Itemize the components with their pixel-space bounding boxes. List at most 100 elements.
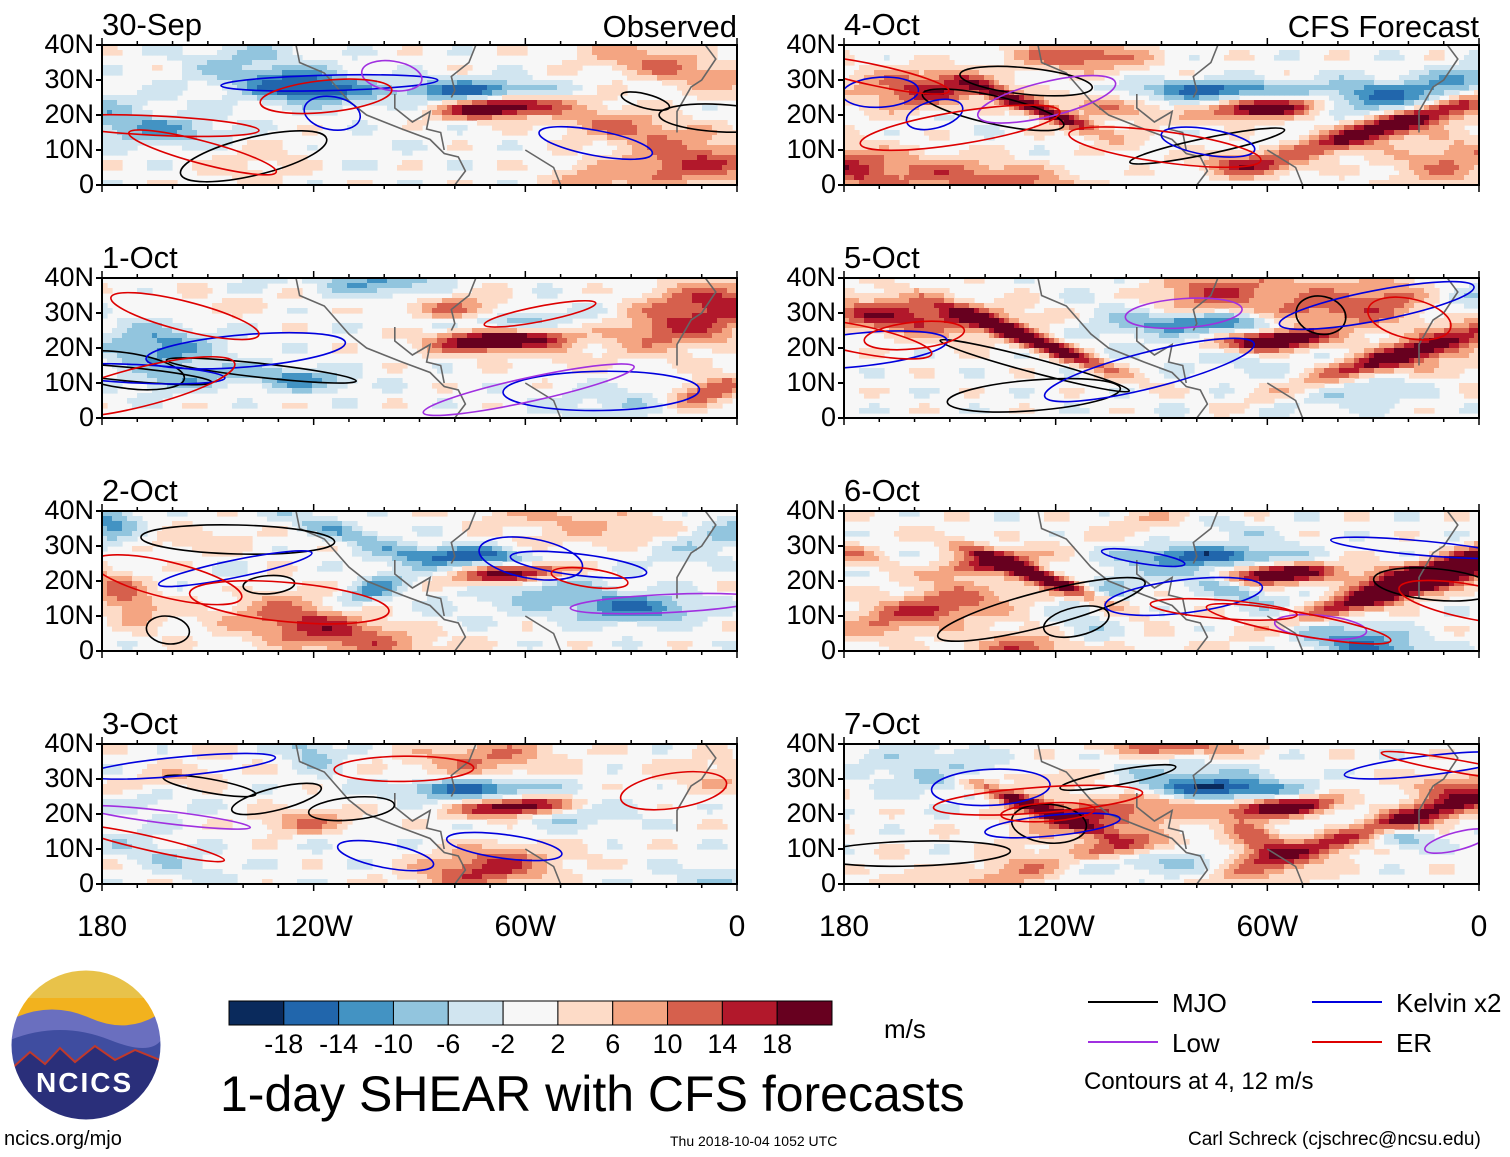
contour-mjo — [936, 576, 1146, 643]
y-tick-label: 30N — [786, 297, 836, 327]
contour-mjo — [140, 524, 336, 555]
column-header: Observed — [602, 9, 737, 44]
panel-2-oct — [96, 504, 738, 658]
contour-kelvin-x2 — [157, 550, 313, 588]
website-link: ncics.org/mjo — [4, 1128, 122, 1150]
colorbar-tick: -10 — [373, 1029, 413, 1059]
y-tick-label: 10N — [44, 367, 94, 397]
y-tick-label: 20N — [786, 798, 836, 828]
contour-mjo — [844, 840, 1012, 868]
x-tick-label: 120W — [274, 910, 353, 943]
x-tick-label: 180 — [76, 910, 128, 943]
contour-kelvin-x2 — [1100, 547, 1186, 568]
colorbar-tick: -6 — [436, 1029, 461, 1059]
panel-6-oct — [838, 504, 1480, 658]
contour-kelvin-x2 — [538, 125, 654, 161]
y-tick-label: 10N — [786, 134, 836, 164]
colorbar-swatch — [283, 1000, 340, 1026]
y-tick-label: 40N — [44, 495, 94, 525]
panel-date-label: 4-Oct — [844, 7, 920, 42]
contour-er — [333, 755, 475, 783]
colorbar-swatch — [612, 1000, 669, 1026]
contour-er — [863, 320, 966, 351]
colorbar-tick: 14 — [707, 1029, 738, 1059]
panel-4-oct — [838, 38, 1480, 192]
y-tick-label: 0 — [820, 868, 836, 898]
y-tick-label: 40N — [786, 29, 836, 59]
contour-mjo — [145, 615, 191, 645]
contour-kelvin-x2 — [502, 370, 701, 412]
contour-kelvin-x2 — [1043, 337, 1256, 403]
contour-mjo — [658, 103, 737, 133]
colorbar — [228, 1000, 833, 1026]
y-tick-label: 20N — [786, 99, 836, 129]
colorbar-tick: 18 — [762, 1029, 793, 1059]
ncics-logo — [10, 969, 162, 1121]
y-tick-label: 10N — [44, 134, 94, 164]
colorbar-swatch — [667, 1000, 723, 1026]
contour-er — [844, 317, 933, 360]
y-tick-label: 30N — [44, 64, 94, 94]
contour-mjo — [230, 782, 323, 816]
contour-er — [102, 553, 243, 606]
contour-kelvin-x2 — [303, 95, 362, 131]
shear-field — [102, 744, 737, 884]
y-tick-label: 40N — [786, 728, 836, 758]
contour-er — [188, 579, 390, 625]
colorbar-tick: -14 — [319, 1029, 359, 1059]
y-tick-label: 30N — [44, 297, 94, 327]
y-tick-label: 40N — [44, 29, 94, 59]
y-tick-label: 20N — [786, 332, 836, 362]
coastline — [1037, 511, 1459, 651]
contour-kelvin-x2 — [984, 812, 1121, 839]
contour-mjo — [1042, 605, 1110, 639]
contour-mjo — [939, 338, 1131, 393]
y-tick-label: 30N — [44, 763, 94, 793]
shear-field — [844, 511, 1479, 651]
x-tick-label: 0 — [728, 910, 746, 943]
contour-er — [619, 770, 728, 811]
shear-field — [844, 278, 1479, 418]
y-tick-label: 10N — [786, 600, 836, 630]
coastline — [295, 45, 717, 185]
colorbar-swatch — [776, 1000, 833, 1026]
contour-kelvin-x2 — [102, 752, 277, 780]
contour-er — [110, 291, 260, 341]
contour-kelvin-x2 — [1278, 280, 1475, 331]
y-tick-label: 20N — [44, 565, 94, 595]
y-tick-label: 20N — [786, 565, 836, 595]
contour-low — [976, 74, 1117, 124]
contour-kelvin-x2 — [509, 550, 648, 579]
panel-1-oct — [96, 271, 738, 425]
panel-date-label: 3-Oct — [102, 706, 178, 741]
panel-date-label: 30-Sep — [102, 7, 202, 42]
y-tick-label: 0 — [820, 169, 836, 199]
contour-er — [102, 824, 226, 863]
coastline — [295, 744, 717, 884]
y-tick-label: 0 — [78, 169, 94, 199]
contour-kelvin-x2 — [220, 73, 439, 92]
contour-kelvin-x2 — [844, 76, 920, 109]
x-tick-label: 0 — [1470, 910, 1488, 943]
contour-er — [1205, 602, 1392, 645]
legend-label: ER — [1396, 1028, 1433, 1058]
contour-low — [1424, 827, 1479, 855]
legend-label: Low — [1172, 1028, 1220, 1058]
coastline — [295, 278, 717, 418]
chart-title: 1-day SHEAR with CFS forecasts — [220, 1066, 965, 1122]
colorbar-tick: 6 — [605, 1029, 621, 1059]
y-tick-label: 10N — [786, 367, 836, 397]
panel-7-oct — [838, 737, 1480, 891]
shear-field — [844, 45, 1479, 185]
y-tick-label: 40N — [786, 262, 836, 292]
panel-date-label: 2-Oct — [102, 473, 178, 508]
contour-er — [1149, 597, 1298, 621]
contour-kelvin-x2 — [1329, 536, 1479, 560]
contour-mjo — [102, 350, 186, 391]
y-tick-label: 20N — [44, 99, 94, 129]
contour-er — [859, 104, 1061, 152]
contour-er — [550, 566, 629, 590]
contour-mjo — [1295, 295, 1347, 336]
contour-er — [483, 299, 597, 328]
